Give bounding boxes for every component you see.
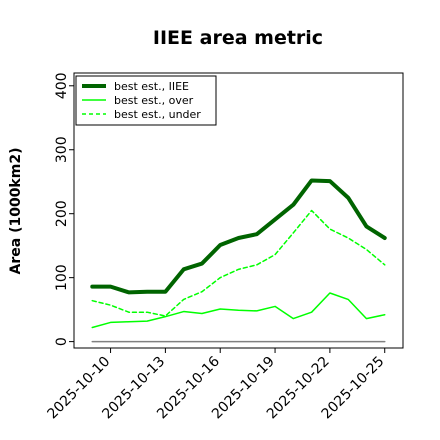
series-line-best-est-under — [91, 209, 386, 317]
y-tick-label: 200 — [54, 200, 70, 227]
y-tick-label: 0 — [54, 337, 70, 346]
y-tick-label: 100 — [54, 264, 70, 291]
y-tick-label: 400 — [54, 72, 70, 99]
plot-area — [73, 72, 404, 349]
legend-label: best est., over — [114, 94, 194, 107]
chart-title: IIEE area metric — [153, 27, 323, 49]
y-axis-label: Area (1000km2) — [8, 148, 24, 275]
y-tick-label: 300 — [54, 136, 70, 163]
series-layer — [90, 178, 387, 343]
series-line-best-est-over — [91, 292, 386, 329]
legend-label: best est., IIEE — [114, 80, 189, 93]
legend-label: best est., under — [114, 108, 201, 121]
series-line-best-est-iiee — [90, 178, 387, 295]
